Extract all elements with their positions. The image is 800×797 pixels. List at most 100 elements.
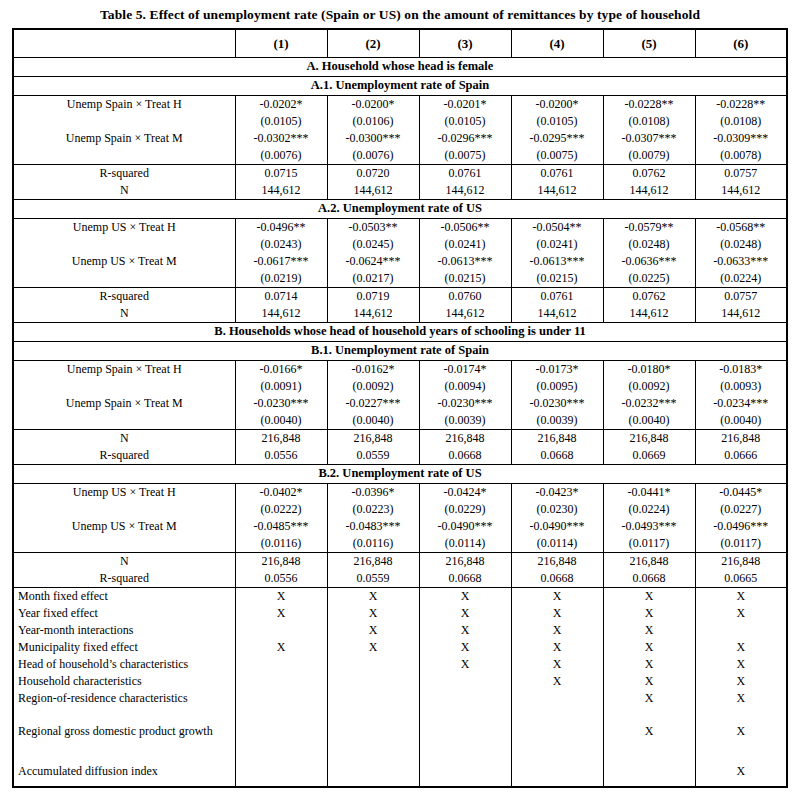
value-cell: -0.0174* bbox=[419, 361, 511, 379]
value-cell: (0.0095) bbox=[511, 378, 603, 395]
value-cell: X bbox=[603, 622, 695, 639]
value-cell: 0.0668 bbox=[419, 570, 511, 588]
row-label: R-squared bbox=[13, 165, 235, 183]
value-cell: X bbox=[603, 673, 695, 690]
value-cell bbox=[235, 673, 327, 690]
value-cell: -0.0441* bbox=[603, 484, 695, 502]
value-cell: (0.0230) bbox=[511, 501, 603, 518]
value-cell: X bbox=[695, 673, 787, 690]
value-cell: -0.0483*** bbox=[327, 518, 419, 535]
value-cell: 216,848 bbox=[327, 430, 419, 448]
value-cell: -0.0200* bbox=[327, 96, 419, 114]
value-cell: (0.0217) bbox=[327, 270, 419, 288]
value-cell bbox=[511, 690, 603, 707]
row-label: R-squared bbox=[13, 447, 235, 465]
table-row: Head of household’s characteristicsXXXX bbox=[13, 656, 787, 673]
table-row: Unemp Spain × Treat M-0.0302***-0.0300**… bbox=[13, 130, 787, 147]
value-cell: -0.0295*** bbox=[511, 130, 603, 147]
value-cell: 0.0761 bbox=[511, 165, 603, 183]
value-cell bbox=[235, 707, 327, 756]
table-row: Unemp US × Treat M-0.0485***-0.0483***-0… bbox=[13, 518, 787, 535]
row-label: Unemp US × Treat H bbox=[13, 219, 235, 237]
value-cell: X bbox=[235, 639, 327, 656]
row-label bbox=[13, 378, 235, 395]
value-cell: (0.0222) bbox=[235, 501, 327, 518]
value-cell: X bbox=[511, 639, 603, 656]
value-cell: -0.0302*** bbox=[235, 130, 327, 147]
row-label bbox=[13, 113, 235, 130]
section-header: A.2. Unemployment rate of US bbox=[13, 200, 787, 219]
row-label bbox=[13, 236, 235, 253]
row-label: Year-month interactions bbox=[13, 622, 235, 639]
value-cell: (0.0117) bbox=[603, 535, 695, 553]
table-row: R-squared0.07150.07200.07610.07610.07620… bbox=[13, 165, 787, 183]
value-cell: -0.0568** bbox=[695, 219, 787, 237]
value-cell: -0.0490*** bbox=[419, 518, 511, 535]
section-row: A.2. Unemployment rate of US bbox=[13, 200, 787, 219]
value-cell: -0.0232*** bbox=[603, 395, 695, 412]
value-cell: -0.0296*** bbox=[419, 130, 511, 147]
value-cell: 0.0665 bbox=[695, 570, 787, 588]
value-cell: -0.0309*** bbox=[695, 130, 787, 147]
value-cell: -0.0613*** bbox=[511, 253, 603, 270]
value-cell: (0.0219) bbox=[235, 270, 327, 288]
header-empty-cell bbox=[13, 29, 235, 58]
value-cell bbox=[511, 756, 603, 787]
value-cell: 216,848 bbox=[603, 430, 695, 448]
value-cell: (0.0116) bbox=[235, 535, 327, 553]
value-cell bbox=[419, 690, 511, 707]
value-cell: X bbox=[235, 588, 327, 606]
value-cell: X bbox=[695, 588, 787, 606]
value-cell: (0.0078) bbox=[695, 147, 787, 165]
value-cell: 0.0559 bbox=[327, 447, 419, 465]
table-row: (0.0243)(0.0245)(0.0241)(0.0241)(0.0248)… bbox=[13, 236, 787, 253]
table-row: (0.0040)(0.0040)(0.0039)(0.0039)(0.0040)… bbox=[13, 412, 787, 430]
value-cell: (0.0114) bbox=[419, 535, 511, 553]
value-cell: -0.0173* bbox=[511, 361, 603, 379]
value-cell: (0.0224) bbox=[695, 270, 787, 288]
value-cell: X bbox=[419, 605, 511, 622]
value-cell: -0.0230*** bbox=[511, 395, 603, 412]
value-cell: (0.0079) bbox=[603, 147, 695, 165]
value-cell: (0.0040) bbox=[327, 412, 419, 430]
value-cell bbox=[603, 756, 695, 787]
value-cell: -0.0633*** bbox=[695, 253, 787, 270]
table-row: (0.0219)(0.0217)(0.0215)(0.0215)(0.0225)… bbox=[13, 270, 787, 288]
value-cell: X bbox=[327, 639, 419, 656]
value-cell: -0.0228** bbox=[603, 96, 695, 114]
value-cell: 144,612 bbox=[327, 305, 419, 323]
value-cell: -0.0496*** bbox=[695, 518, 787, 535]
value-cell: -0.0493*** bbox=[603, 518, 695, 535]
value-cell: X bbox=[695, 690, 787, 707]
value-cell: -0.0201* bbox=[419, 96, 511, 114]
row-label: Unemp Spain × Treat H bbox=[13, 361, 235, 379]
column-header: (2) bbox=[327, 29, 419, 58]
value-cell: 144,612 bbox=[419, 305, 511, 323]
value-cell: (0.0223) bbox=[327, 501, 419, 518]
value-cell: 0.0757 bbox=[695, 288, 787, 306]
value-cell: 216,848 bbox=[603, 553, 695, 571]
row-label: Region-of-residence characteristics bbox=[13, 690, 235, 707]
value-cell: -0.0234*** bbox=[695, 395, 787, 412]
value-cell: 0.0762 bbox=[603, 288, 695, 306]
value-cell: 0.0668 bbox=[511, 447, 603, 465]
table-row: N144,612144,612144,612144,612144,612144,… bbox=[13, 305, 787, 323]
value-cell: (0.0076) bbox=[327, 147, 419, 165]
value-cell: X bbox=[603, 707, 695, 756]
value-cell: (0.0215) bbox=[419, 270, 511, 288]
value-cell: -0.0230*** bbox=[419, 395, 511, 412]
value-cell: (0.0108) bbox=[695, 113, 787, 130]
column-header: (5) bbox=[603, 29, 695, 58]
value-cell: X bbox=[511, 588, 603, 606]
value-cell: (0.0105) bbox=[511, 113, 603, 130]
row-label: Unemp US × Treat H bbox=[13, 484, 235, 502]
value-cell: (0.0224) bbox=[603, 501, 695, 518]
value-cell: -0.0180* bbox=[603, 361, 695, 379]
value-cell: 0.0668 bbox=[419, 447, 511, 465]
value-cell: 216,848 bbox=[511, 553, 603, 571]
value-cell: (0.0105) bbox=[419, 113, 511, 130]
table-row: (0.0091)(0.0092)(0.0094)(0.0095)(0.0092)… bbox=[13, 378, 787, 395]
value-cell: 216,848 bbox=[235, 430, 327, 448]
row-label: Regional gross domestic product growth bbox=[13, 707, 235, 756]
value-cell: -0.0183* bbox=[695, 361, 787, 379]
